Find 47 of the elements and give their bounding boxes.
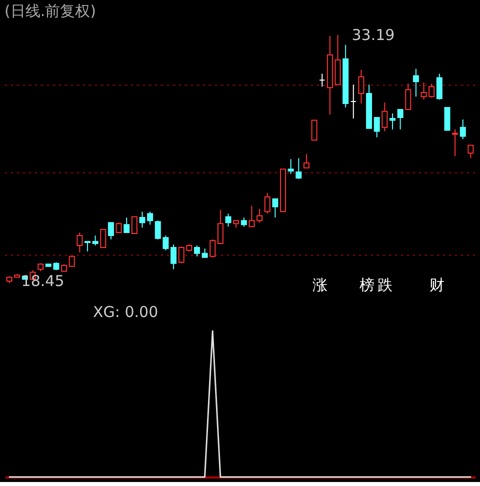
candlestick xyxy=(131,216,138,234)
candlestick xyxy=(225,213,232,228)
annotation: 33.19 xyxy=(352,26,395,44)
candlestick xyxy=(374,116,380,138)
candlestick xyxy=(100,228,106,248)
candlestick xyxy=(248,205,255,228)
annotation: 榜 xyxy=(360,276,374,294)
candlestick xyxy=(84,240,91,252)
text: XG: 0.00 xyxy=(93,303,158,321)
candlestick xyxy=(405,83,412,110)
candlestick xyxy=(256,208,263,224)
annotation: 18.45 xyxy=(21,272,64,290)
candlestick xyxy=(296,158,302,180)
annotation: 涨 xyxy=(312,276,328,294)
candlestick xyxy=(108,222,114,240)
candlestick xyxy=(264,192,270,214)
candlestick xyxy=(217,209,224,244)
candlestick xyxy=(444,107,450,131)
candlestick xyxy=(303,154,310,168)
candlestick xyxy=(311,120,318,141)
candlestick xyxy=(397,109,404,130)
candlestick xyxy=(436,73,442,100)
candlestick xyxy=(194,244,200,257)
candlestick xyxy=(468,144,474,159)
candlestick xyxy=(350,84,356,119)
candlestick xyxy=(460,118,466,140)
candlestick xyxy=(92,235,98,246)
candlestick xyxy=(412,68,419,98)
candlestick xyxy=(170,244,177,270)
candlestick xyxy=(68,256,75,267)
candlestick xyxy=(240,217,247,228)
candlestick xyxy=(452,128,458,157)
candlestick xyxy=(139,211,146,228)
candlestick xyxy=(382,102,388,132)
candlestick xyxy=(76,232,83,253)
candlestick xyxy=(124,217,130,234)
candlestick xyxy=(319,73,326,88)
annotation: 跌 xyxy=(378,276,392,294)
candlestick xyxy=(288,158,294,174)
candlestick xyxy=(210,238,216,258)
candlestick xyxy=(147,211,154,226)
candlestick xyxy=(116,222,122,234)
annotation: 财 xyxy=(430,276,444,294)
candlestick xyxy=(358,69,364,104)
candlestick xyxy=(389,112,396,130)
candlestick xyxy=(272,198,278,218)
chart-title: (日线.前复权) xyxy=(4,2,96,20)
